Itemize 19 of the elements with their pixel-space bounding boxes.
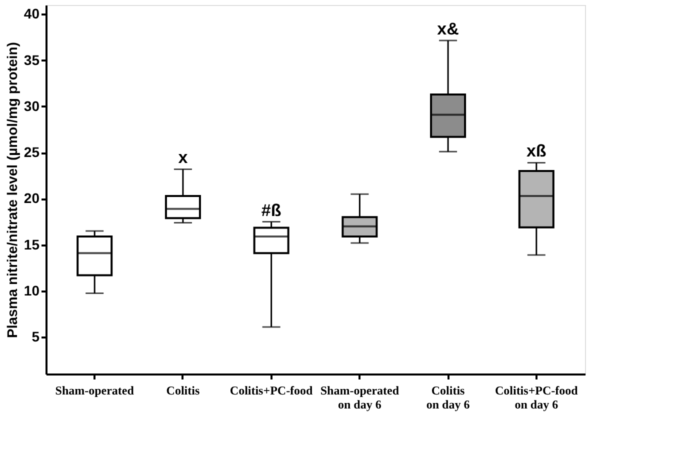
- x-tick-label: Colitis+PC-food: [230, 384, 314, 398]
- y-tick-label: 30: [24, 98, 40, 114]
- y-tick-label: 40: [24, 6, 40, 22]
- x-tick-label: Colitis+PC-food on day 6: [494, 384, 578, 412]
- y-tick-label: 25: [24, 144, 40, 160]
- x-tick-label: Sham-operated: [55, 384, 134, 398]
- annotation: xß: [526, 142, 546, 161]
- y-axis-title: Plasma nitrite/nitrate level (µmol/mg protein): [4, 42, 20, 338]
- x-tick-label: Sham-operated on day 6: [320, 384, 400, 412]
- x-tick-label: Colitis: [166, 384, 200, 398]
- y-tick-label: 35: [24, 52, 40, 68]
- annotation: x&: [437, 20, 459, 39]
- x-tick-label: Colitis on day 6: [426, 384, 470, 412]
- y-tick-label: 20: [24, 190, 40, 206]
- annotation: #ß: [261, 200, 282, 220]
- y-tick-label: 5: [32, 328, 40, 345]
- y-tick-label: 15: [24, 236, 40, 252]
- y-tick-label: 10: [24, 282, 40, 298]
- annotation: x: [178, 148, 188, 168]
